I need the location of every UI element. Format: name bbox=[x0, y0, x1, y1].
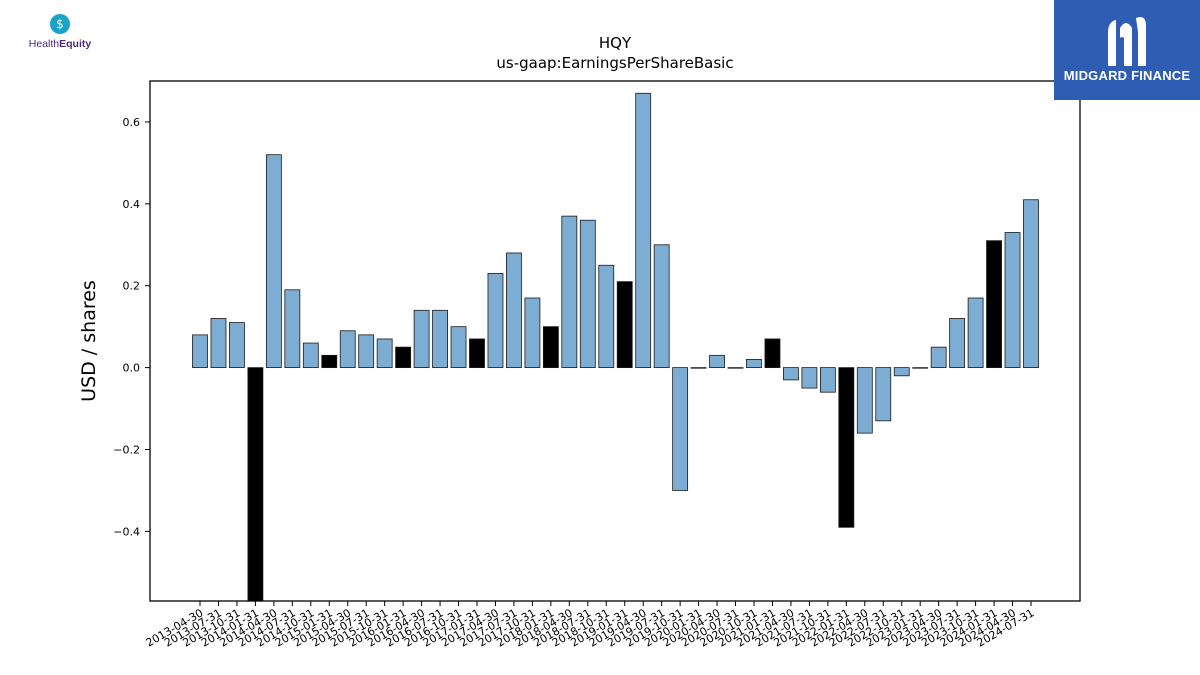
bar-2017-01-31 bbox=[469, 338, 485, 369]
bar-2015-01-31 bbox=[321, 354, 338, 369]
plot-frame bbox=[149, 80, 1081, 602]
bar-2013-07-31 bbox=[210, 318, 227, 369]
bar-2014-04-30 bbox=[265, 154, 282, 369]
bar-2020-07-31 bbox=[727, 367, 744, 369]
y-tick-label: 0.4 bbox=[123, 198, 141, 211]
bar-2017-10-31 bbox=[524, 297, 541, 369]
bar-2014-10-31 bbox=[302, 342, 319, 369]
bar-2013-10-31 bbox=[229, 322, 245, 369]
bar-2023-10-31 bbox=[967, 297, 984, 369]
bar-2016-01-31 bbox=[395, 346, 412, 369]
midgard-finance-logo: MIDGARD FINANCE bbox=[1054, 0, 1200, 100]
bars-group bbox=[192, 92, 1039, 602]
bar-2021-10-31 bbox=[819, 367, 836, 393]
bar-2020-10-31 bbox=[746, 359, 762, 369]
bar-2018-07-31 bbox=[579, 219, 596, 369]
bar-2023-07-31 bbox=[949, 318, 966, 369]
bar-2022-10-31 bbox=[893, 367, 910, 377]
healthequity-wordmark: HealthEquity bbox=[28, 38, 92, 50]
bar-2015-07-31 bbox=[358, 334, 375, 369]
bar-2020-01-31 bbox=[690, 367, 707, 369]
bar-2024-04-30 bbox=[1004, 232, 1021, 369]
bar-2021-07-31 bbox=[801, 367, 818, 389]
bar-2019-07-31 bbox=[653, 244, 670, 369]
bar-2018-10-31 bbox=[598, 264, 615, 369]
midgard-mark-icon bbox=[1108, 17, 1146, 66]
bar-2018-01-31 bbox=[542, 326, 559, 369]
y-axis-ticks: −0.4 −0.2 0.0 0.2 0.4 0.6 bbox=[113, 116, 150, 538]
bar-2013-04-30 bbox=[192, 334, 208, 369]
chart-subtitle: us-gaap:EarningsPerShareBasic bbox=[496, 54, 733, 72]
y-tick-label: 0.6 bbox=[123, 116, 141, 129]
bar-2023-01-31 bbox=[912, 367, 929, 369]
bar-2024-01-31 bbox=[986, 240, 1002, 369]
y-tick-label: 0.0 bbox=[123, 362, 141, 375]
bar-2019-04-30 bbox=[635, 92, 652, 369]
healthequity-logo: $ HealthEquity bbox=[22, 14, 98, 54]
bar-2017-04-30 bbox=[487, 273, 504, 369]
y-tick-label: 0.2 bbox=[123, 280, 141, 293]
midgard-finance-name: MIDGARD FINANCE bbox=[1063, 68, 1191, 83]
bar-2019-10-31 bbox=[672, 367, 689, 491]
bar-2016-07-31 bbox=[432, 309, 448, 369]
bar-2022-01-31 bbox=[838, 367, 855, 528]
chart-title: HQY bbox=[599, 34, 632, 52]
bar-2015-10-31 bbox=[376, 338, 393, 369]
bar-2015-04-30 bbox=[339, 330, 356, 369]
bar-2020-04-30 bbox=[709, 354, 725, 369]
y-tick-label: −0.2 bbox=[113, 444, 140, 457]
y-tick-label: −0.4 bbox=[113, 525, 140, 538]
bar-2021-04-30 bbox=[783, 367, 799, 381]
bar-2014-07-31 bbox=[284, 289, 301, 369]
bar-2018-04-30 bbox=[561, 215, 578, 369]
bar-2022-04-30 bbox=[856, 367, 873, 434]
x-axis-ticks: 2013-04-302013-07-312013-10-312014-01-31… bbox=[144, 601, 1037, 650]
bar-2016-04-30 bbox=[413, 309, 430, 369]
bar-2014-01-31 bbox=[247, 367, 264, 602]
bar-2022-07-31 bbox=[875, 367, 892, 422]
bar-2024-07-31 bbox=[1023, 199, 1039, 369]
bar-2021-01-31 bbox=[764, 338, 781, 369]
bar-2019-01-31 bbox=[616, 281, 633, 369]
y-axis-label: USD / shares bbox=[78, 280, 100, 402]
bar-2023-04-30 bbox=[930, 346, 947, 369]
bar-2016-10-31 bbox=[450, 326, 467, 369]
dollar-sign-icon: $ bbox=[50, 14, 70, 34]
bar-2017-07-31 bbox=[506, 252, 522, 369]
